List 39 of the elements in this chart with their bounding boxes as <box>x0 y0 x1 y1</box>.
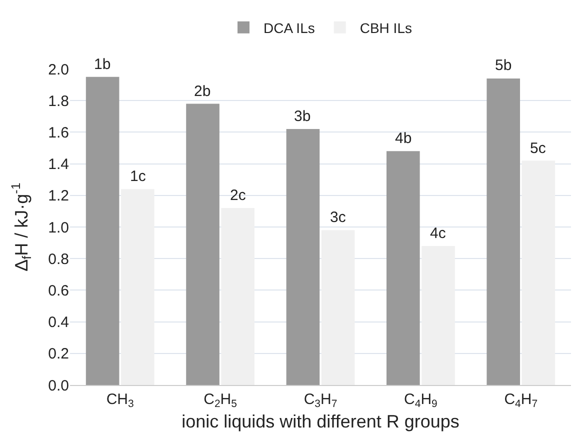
bar <box>286 129 320 385</box>
annotation: 5c <box>530 140 546 157</box>
y-tick-label: 2.0 <box>48 61 69 78</box>
y-tick-label: 1.0 <box>48 219 69 236</box>
bar <box>120 189 154 385</box>
y-tick-label: 0.6 <box>48 282 69 300</box>
bar <box>321 230 355 385</box>
y-tick-label: 1.6 <box>48 124 69 142</box>
y-tick-label: 1.2 <box>48 188 69 205</box>
annotation: 3b <box>294 108 311 125</box>
annotation: 1c <box>130 168 146 185</box>
annotation: 2c <box>230 187 246 204</box>
legend-label: CBH ILs <box>360 20 412 36</box>
annotation: 5b <box>495 57 512 74</box>
bar <box>186 104 220 385</box>
y-tick-label: 0.8 <box>48 250 69 268</box>
x-tick-label: C$_{4}$H$_{9}$ <box>404 391 438 410</box>
annotation: 1b <box>94 56 111 73</box>
y-tick-label: 0.4 <box>48 314 69 332</box>
bar <box>422 246 455 385</box>
annotation: 3c <box>330 209 346 226</box>
legend-label: DCA ILs <box>264 20 315 36</box>
annotation: 2b <box>194 83 211 100</box>
bar <box>86 76 120 385</box>
bar <box>221 208 254 385</box>
x-tick-label: C$_{3}$H$_{7}$ <box>304 391 338 410</box>
y-tick-label: 0.0 <box>48 377 69 394</box>
annotation: 4c <box>430 225 446 242</box>
annotation: 4b <box>395 130 412 147</box>
x-axis-title: ionic liquids with different R groups <box>182 411 460 432</box>
y-tick-label: 0.2 <box>48 346 69 363</box>
x-tick-label: C$_{4}$H$_{7}$ <box>504 391 538 410</box>
bar <box>386 151 420 385</box>
x-tick-label: CH$_{3}$ <box>106 391 134 410</box>
bar <box>522 160 556 385</box>
bar <box>486 78 520 385</box>
x-tick-label: C$_{2}$H$_{5}$ <box>204 391 238 410</box>
y-tick-label: 1.8 <box>48 92 69 110</box>
y-tick-label: 1.4 <box>48 156 69 174</box>
